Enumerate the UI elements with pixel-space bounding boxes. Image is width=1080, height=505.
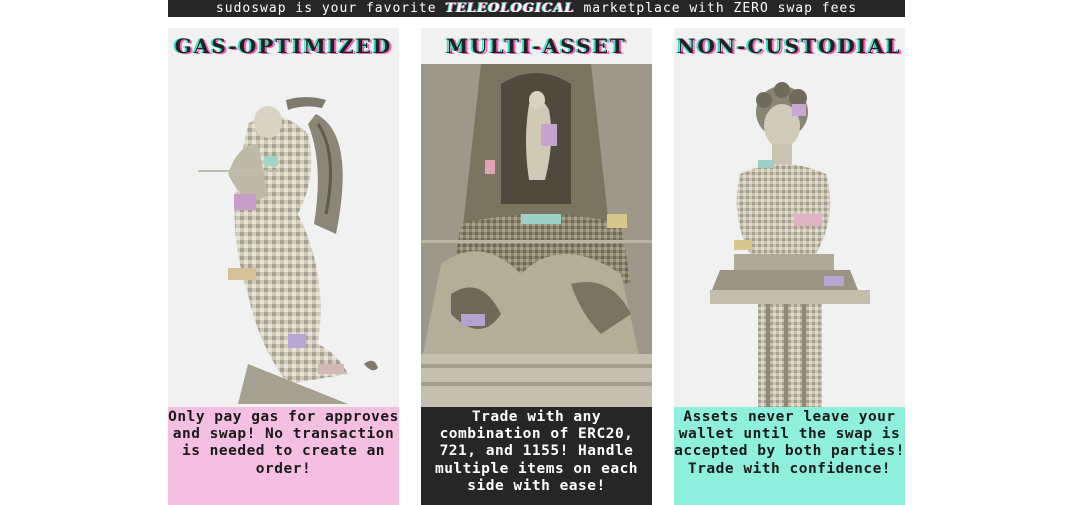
card-caption: Only pay gas for approves and swap! No t… <box>168 407 399 505</box>
banner-prefix: sudoswap is your favorite <box>216 1 437 16</box>
feature-card-gas-optimized: GAS-OPTIMIZED Only pay gas for approves … <box>168 28 399 505</box>
card-title: MULTI-ASSET <box>421 34 652 58</box>
banner-suffix: marketplace with ZERO swap fees <box>583 1 857 16</box>
fountain-statue-image <box>421 64 652 407</box>
card-title: GAS-OPTIMIZED <box>168 34 399 58</box>
angel-statue-image <box>168 64 399 407</box>
card-caption: Assets never leave your wallet until the… <box>674 407 905 505</box>
bust-statue-image <box>674 64 905 407</box>
feature-card-non-custodial: NON-CUSTODIAL Assets <box>674 28 905 505</box>
banner-highlight: TELEOLOGICAL <box>445 1 574 16</box>
card-caption: Trade with any combination of ERC20, 721… <box>421 407 652 505</box>
top-banner: sudoswap is your favorite TELEOLOGICAL m… <box>168 0 905 17</box>
card-title: NON-CUSTODIAL <box>674 34 905 58</box>
feature-card-multi-asset: MULTI-ASSET Trade with any <box>421 28 652 505</box>
